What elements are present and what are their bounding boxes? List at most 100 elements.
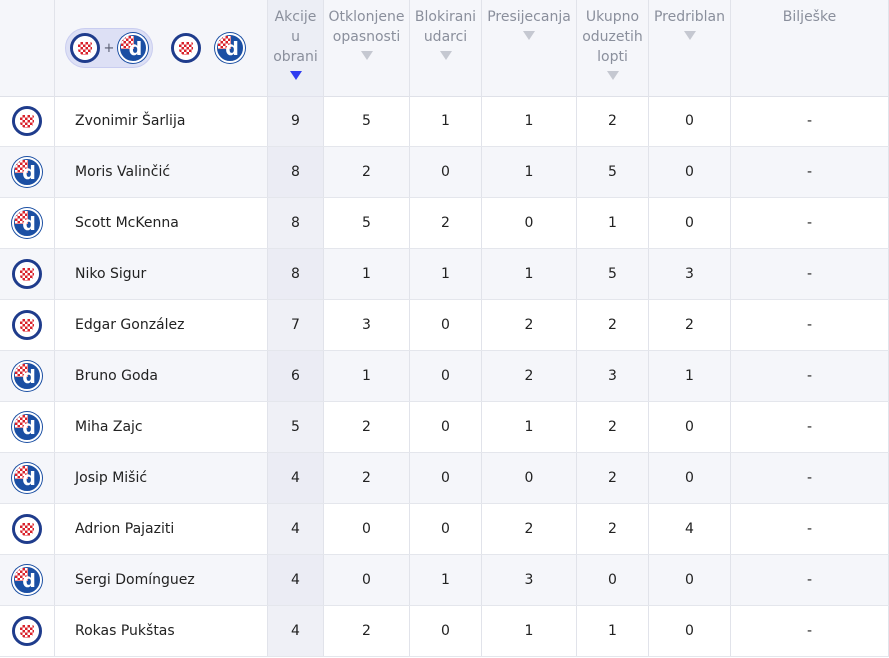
- column-header-label-line: opasnosti: [332, 29, 401, 45]
- stat-akcije: 4: [268, 606, 324, 656]
- sort-desc-icon: [523, 31, 535, 40]
- stat-oduzetih: 5: [577, 147, 649, 197]
- column-header-blokirani[interactable]: Blokirani udarci: [410, 0, 482, 96]
- player-name[interactable]: Scott McKenna: [55, 198, 268, 248]
- dinamo-zagreb-logo-icon: d: [12, 208, 42, 238]
- stat-oduzetih: 3: [577, 351, 649, 401]
- player-name[interactable]: Miha Zajc: [55, 402, 268, 452]
- sort-desc-active-icon: [289, 71, 302, 80]
- table-row[interactable]: Edgar González 7 3 0 2 2 2-: [0, 300, 889, 351]
- stat-otklonjene: 2: [324, 402, 410, 452]
- stat-akcije: 4: [268, 453, 324, 503]
- player-name[interactable]: Sergi Domínguez: [55, 555, 268, 605]
- stat-blokirani: 0: [410, 402, 482, 452]
- hajduk-split-logo-icon: [12, 616, 42, 646]
- team-logo-cell: d: [0, 147, 55, 197]
- stat-otklonjene: 0: [324, 555, 410, 605]
- stat-presijecanja: 2: [482, 351, 577, 401]
- table-row[interactable]: d Bruno Goda 6 1 0 2 3 1-: [0, 351, 889, 402]
- stat-predriblan: 2: [649, 300, 731, 350]
- player-name[interactable]: Bruno Goda: [55, 351, 268, 401]
- stat-otklonjene: 2: [324, 147, 410, 197]
- column-header-label-line: obrani: [273, 49, 318, 65]
- stat-oduzetih: 1: [577, 606, 649, 656]
- player-name[interactable]: Rokas Pukštas: [55, 606, 268, 656]
- stat-blokirani: 0: [410, 351, 482, 401]
- column-header-biljeske[interactable]: Bilješke: [731, 0, 889, 96]
- filter-both-teams-button[interactable]: + d: [65, 28, 153, 68]
- table-row[interactable]: d Sergi Domínguez 4 0 1 3 0 0-: [0, 555, 889, 606]
- stat-akcije: 4: [268, 504, 324, 554]
- column-header-akcije[interactable]: Akcije u obrani: [268, 0, 324, 96]
- stat-blokirani: 0: [410, 606, 482, 656]
- stat-blokirani: 2: [410, 198, 482, 248]
- table-row[interactable]: Rokas Pukštas 4 2 0 1 1 0-: [0, 606, 889, 657]
- column-header-otklonjene[interactable]: Otklonjene opasnosti: [324, 0, 410, 96]
- stat-oduzetih: 2: [577, 504, 649, 554]
- stat-predriblan: 0: [649, 147, 731, 197]
- table-row[interactable]: d Scott McKenna 8 5 2 0 1 0-: [0, 198, 889, 249]
- stat-akcije: 4: [268, 555, 324, 605]
- filter-dinamo-button[interactable]: d: [211, 29, 249, 67]
- stat-presijecanja: 1: [482, 402, 577, 452]
- dinamo-zagreb-logo-icon: d: [12, 463, 42, 493]
- player-name[interactable]: Adrion Pajaziti: [55, 504, 268, 554]
- column-header-label: Ukupno oduzetih lopti: [582, 0, 643, 67]
- sort-desc-icon: [683, 31, 696, 40]
- stat-oduzetih: 1: [577, 198, 649, 248]
- column-header-label-line: Presijecanja: [487, 9, 571, 25]
- stat-blokirani: 0: [410, 147, 482, 197]
- dinamo-zagreb-logo-icon: d: [215, 33, 245, 63]
- table-row[interactable]: Adrion Pajaziti 4 0 0 2 2 4-: [0, 504, 889, 555]
- player-name[interactable]: Moris Valinčić: [55, 147, 268, 197]
- stat-blokirani: 1: [410, 555, 482, 605]
- column-header-label-line: lopti: [597, 49, 628, 65]
- stat-oduzetih: 2: [577, 453, 649, 503]
- hajduk-split-logo-icon: [12, 259, 42, 289]
- column-header-label-line: Bilješke: [782, 9, 837, 25]
- team-logo-cell: [0, 249, 55, 299]
- stat-akcije: 9: [268, 96, 324, 146]
- hajduk-split-logo-icon: [12, 514, 42, 544]
- table-row[interactable]: Niko Sigur 8 1 1 1 5 3-: [0, 249, 889, 300]
- stat-biljeske: -: [731, 300, 889, 350]
- stat-akcije: 8: [268, 249, 324, 299]
- stat-presijecanja: 1: [482, 606, 577, 656]
- dinamo-zagreb-logo-icon: d: [12, 361, 42, 391]
- stat-presijecanja: 3: [482, 555, 577, 605]
- column-header-label-line: Akcije: [274, 9, 317, 25]
- stat-presijecanja: 2: [482, 300, 577, 350]
- table-row[interactable]: d Miha Zajc 5 2 0 1 2 0-: [0, 402, 889, 453]
- dinamo-zagreb-logo-icon: d: [12, 412, 42, 442]
- stat-biljeske: -: [731, 402, 889, 452]
- stat-biljeske: -: [731, 453, 889, 503]
- sort-desc-icon: [360, 51, 373, 60]
- stat-otklonjene: 1: [324, 249, 410, 299]
- column-header-predriblan[interactable]: Predriblan: [649, 0, 731, 96]
- stat-otklonjene: 5: [324, 96, 410, 146]
- column-header-label-line: oduzetih: [582, 29, 643, 45]
- player-name[interactable]: Josip Mišić: [55, 453, 268, 503]
- stat-oduzetih: 2: [577, 96, 649, 146]
- column-header-presijecanja[interactable]: Presijecanja: [482, 0, 577, 96]
- stat-predriblan: 0: [649, 555, 731, 605]
- column-header-label-line: udarci: [423, 29, 468, 45]
- column-header-oduzetih[interactable]: Ukupno oduzetih lopti: [577, 0, 649, 96]
- player-name[interactable]: Zvonimir Šarlija: [55, 96, 268, 146]
- table-row[interactable]: d Moris Valinčić 8 2 0 1 5 0-: [0, 147, 889, 198]
- stat-biljeske: -: [731, 351, 889, 401]
- table-row[interactable]: Zvonimir Šarlija 9 5 1 1 2 0-: [0, 96, 889, 147]
- stat-blokirani: 0: [410, 504, 482, 554]
- player-name[interactable]: Edgar González: [55, 300, 268, 350]
- stat-akcije: 7: [268, 300, 324, 350]
- table-row[interactable]: d Josip Mišić 4 2 0 0 2 0-: [0, 453, 889, 504]
- stat-biljeske: -: [731, 504, 889, 554]
- column-header-label: Predriblan: [654, 0, 725, 27]
- column-header-label-line: u: [291, 29, 300, 45]
- stat-otklonjene: 3: [324, 300, 410, 350]
- filter-hajduk-button[interactable]: [167, 29, 205, 67]
- stat-presijecanja: 1: [482, 249, 577, 299]
- column-header-label: Akcije u obrani: [273, 0, 318, 67]
- player-name[interactable]: Niko Sigur: [55, 249, 268, 299]
